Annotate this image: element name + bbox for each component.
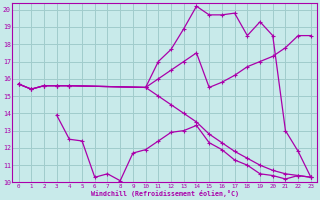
X-axis label: Windchill (Refroidissement éolien,°C): Windchill (Refroidissement éolien,°C) — [91, 190, 239, 197]
